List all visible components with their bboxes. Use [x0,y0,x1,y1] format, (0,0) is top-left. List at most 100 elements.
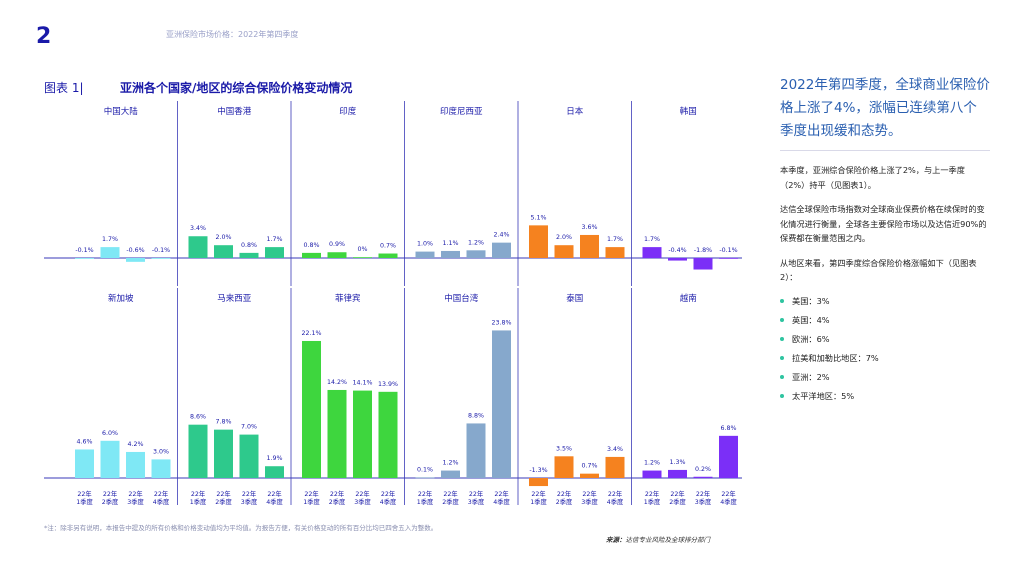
bullet-icon [780,393,784,398]
category-label: 1季度 [530,497,547,506]
list-item: 美国：3% [780,295,990,308]
data-label: 6.8% [721,425,737,432]
list-item: 亚洲：2% [780,371,990,384]
category-label: 22年 [355,489,369,498]
data-label: 5.1% [531,214,547,221]
data-label: 0.8% [304,242,320,249]
category-label: 22年 [77,489,91,498]
data-label: 7.0% [241,424,257,431]
category-label: 1季度 [76,497,93,506]
data-label: 3.4% [607,446,623,453]
data-label: 1.7% [644,236,660,243]
category-label: 2季度 [102,497,119,506]
category-label: 22年 [645,489,659,498]
category-label: 22年 [469,489,483,498]
category-label: 22年 [330,489,344,498]
data-label: 4.2% [128,441,144,448]
bar [188,236,208,258]
bar [466,250,486,258]
category-label: 22年 [103,489,117,498]
bar [415,477,435,479]
bar [554,245,574,258]
bullet-icon [780,298,784,303]
bar [378,253,398,258]
data-label: 0.9% [329,241,345,248]
category-label: 22年 [128,489,142,498]
category-label: 22年 [304,489,318,498]
data-label: -0.1% [152,247,170,254]
category-label: 3季度 [127,497,144,506]
bar [214,245,233,258]
bar [100,440,120,478]
sidebar-paragraph-2: 达信全球保险市场指数对全球商业保费价格在续保时的变化情况进行衡量，全球各主要保险… [780,204,987,243]
category-label: 1季度 [417,497,434,506]
bullet-icon [780,374,784,379]
data-label: 0.8% [241,242,257,249]
data-label: 1.2% [468,239,484,246]
bar [529,478,548,487]
bar [327,252,347,258]
data-label: 1.7% [267,236,283,243]
bar [668,258,687,261]
sidebar-body: 本季度，亚洲综合保险价格上涨了2%，与上一季度（2%）持平（见图表1）。 达信全… [780,163,990,409]
panel-title: 韩国 [680,106,697,117]
data-label: 1.2% [644,460,660,467]
category-label: 22年 [267,489,281,498]
list-item-text: 拉美和加勒比地区：7% [792,352,879,363]
data-label: 0% [358,246,368,253]
category-label: 3季度 [241,497,258,506]
category-label: 22年 [418,489,432,498]
data-label: 8.8% [468,412,484,419]
data-label: 22.1% [301,330,321,337]
data-label: 7.8% [216,419,232,426]
data-label: 1.7% [102,236,118,243]
bar [214,429,233,478]
bar [693,258,713,270]
bar [441,250,460,258]
data-label: -0.1% [719,247,737,254]
category-label: 3季度 [354,497,371,506]
bar [75,449,94,478]
data-label: 1.3% [670,459,686,466]
data-label: 3.0% [153,448,169,455]
panel-title: 中国香港 [217,106,252,117]
list-item: 英国：4% [780,314,990,327]
bar [719,258,738,259]
category-label: 22年 [696,489,710,498]
list-item-text: 太平洋地区：5% [792,390,855,401]
data-label: 0.7% [582,463,598,470]
data-label: 6.0% [102,430,118,437]
data-label: 0.7% [380,243,396,250]
running-header: 亚洲保险市场价格：2022年第四季度 [166,30,299,39]
panel-title: 印度 [339,106,357,117]
bar [605,456,625,478]
bullet-icon [780,355,784,360]
panel-title: 泰国 [566,293,583,304]
category-label: 2季度 [215,497,232,506]
category-label: 22年 [154,489,168,498]
data-label: 8.6% [190,414,206,421]
data-label: 3.6% [582,224,598,231]
bar-chart-grid: 中国大陆 -0.1% 1.7% -0.6% -0.1% 中国香港 3.4% 2.0% 0.8% 1… [44,101,742,506]
panel-title: 印度尼西亚 [440,106,483,117]
category-label: 4季度 [607,497,624,506]
category-label: 4季度 [266,497,283,506]
category-label: 1季度 [644,497,661,506]
category-label: 2季度 [556,497,573,506]
data-label: 0.1% [417,466,433,473]
bar [75,258,94,259]
data-label: 2.0% [216,234,232,241]
category-label: 3季度 [581,497,598,506]
panel-title: 日本 [566,106,584,117]
category-label: 22年 [670,489,684,498]
panel-title: 新加坡 [108,293,134,304]
category-label: 22年 [216,489,230,498]
bar [265,247,284,258]
data-label: 14.1% [352,380,372,387]
category-label: 22年 [531,489,545,498]
category-label: 2季度 [669,497,686,506]
panel-title: 中国大陆 [104,106,139,117]
bar [151,459,171,478]
source-note: 来源：达信专业风险及全球排分部门 [606,534,710,544]
category-label: 1季度 [303,497,320,506]
